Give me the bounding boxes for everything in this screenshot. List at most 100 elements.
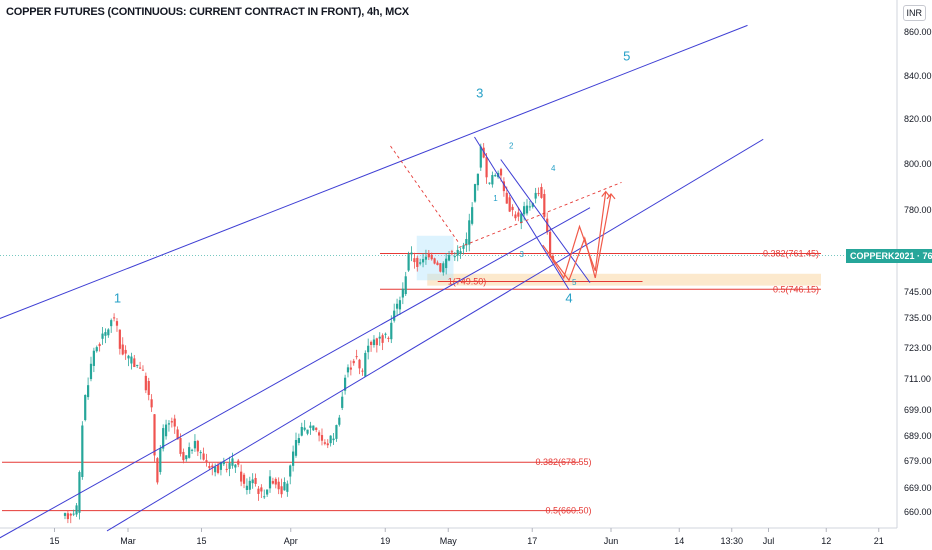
candle-body (433, 258, 436, 264)
x-tick-label: 14 (674, 536, 684, 546)
candle-body (245, 485, 249, 490)
candle-body (274, 478, 277, 485)
y-tick-label: 689.00 (904, 431, 932, 441)
candle-body (104, 332, 107, 336)
candle-body (465, 238, 468, 246)
candle-body (283, 482, 286, 491)
candle-body (159, 447, 162, 473)
candle-body (338, 417, 341, 425)
currency-badge[interactable]: INR (902, 5, 926, 21)
candle-body (225, 468, 228, 470)
candle-body (367, 345, 370, 353)
wave-label-major: 1 (114, 290, 121, 305)
candle-body (471, 207, 474, 224)
candle-body (453, 256, 456, 258)
candle-body (499, 169, 503, 176)
candle-body (75, 505, 78, 515)
candle-body (407, 254, 410, 271)
candle-body (162, 428, 165, 449)
candle-body (361, 370, 364, 372)
candle-body (147, 380, 150, 395)
candle-body (384, 333, 387, 335)
fib-label: 0.382(761.45) (763, 248, 819, 258)
candle-body (473, 184, 477, 202)
candle-body (63, 513, 67, 516)
candle-body (549, 231, 552, 257)
channel-line (474, 136, 570, 290)
y-tick-label: 735.00 (904, 313, 932, 323)
candle-body (332, 438, 335, 441)
candle-body (537, 193, 540, 195)
candle-body (277, 481, 280, 490)
candle-body (303, 427, 306, 430)
y-tick-label: 723.00 (904, 343, 932, 353)
candle-body (323, 442, 326, 444)
candle-body (92, 350, 95, 366)
wave-label-major: 5 (623, 49, 630, 64)
candle-body (271, 481, 274, 484)
candle-body (456, 249, 459, 256)
candle-body (216, 465, 220, 473)
x-tick-label: 13:30 (720, 536, 743, 546)
candle-body (150, 399, 153, 408)
y-tick-label: 860.00 (904, 27, 932, 37)
candle-body (141, 369, 145, 371)
channel-line (500, 159, 591, 283)
candle-body (320, 435, 324, 441)
candle-body (202, 453, 205, 460)
y-tick-label: 679.00 (904, 456, 932, 466)
y-tick-label: 820.00 (904, 114, 932, 124)
candle-body (84, 394, 87, 421)
candle-body (352, 360, 355, 364)
wave-label-minor: 3 (520, 250, 525, 259)
candle-body (491, 175, 494, 185)
y-tick-label: 711.00 (904, 374, 931, 384)
candle-body (349, 367, 352, 370)
y-tick-label: 660.00 (904, 507, 932, 517)
candle-body (479, 146, 482, 168)
candle-body (72, 513, 75, 515)
candle-body (375, 338, 378, 346)
candle-body (153, 414, 156, 456)
x-tick-label: 15 (196, 536, 206, 546)
candle-body (268, 476, 272, 489)
projection-arrowhead (601, 190, 611, 197)
y-tick-label: 800.00 (904, 159, 932, 169)
candle-body (110, 320, 113, 327)
projection-arrows (542, 190, 616, 282)
x-tick-label: 15 (49, 536, 59, 546)
candle-body (514, 214, 517, 219)
candle-body (78, 472, 81, 513)
candle-body (118, 329, 121, 349)
candle-body (263, 496, 266, 498)
candle-body (546, 218, 549, 233)
candle-body (442, 263, 445, 273)
fib-label: 1(749.50) (448, 276, 487, 286)
candle-body (450, 251, 454, 253)
x-tick-label: 21 (874, 536, 884, 546)
candle-body (436, 262, 439, 266)
candle-body (219, 462, 223, 470)
candle-body (286, 483, 289, 492)
candle-body (508, 197, 511, 212)
candle-body (462, 245, 465, 249)
guide-line-dashed (458, 181, 622, 248)
candle-body (315, 427, 318, 430)
candle-body (387, 337, 390, 339)
candle-body (115, 321, 119, 326)
candle-body (188, 447, 191, 458)
candle-body (228, 463, 231, 469)
candle-body (468, 220, 471, 245)
candle-body (381, 335, 384, 343)
candle-body (136, 364, 139, 366)
wave-label-minor: 5 (572, 278, 577, 287)
candle-body (176, 429, 179, 440)
candle-body (222, 461, 225, 465)
candle-body (520, 213, 523, 223)
candle-body (87, 385, 90, 398)
candle-body (309, 425, 312, 428)
candle-body (358, 359, 361, 369)
x-tick-label: Mar (120, 536, 136, 546)
